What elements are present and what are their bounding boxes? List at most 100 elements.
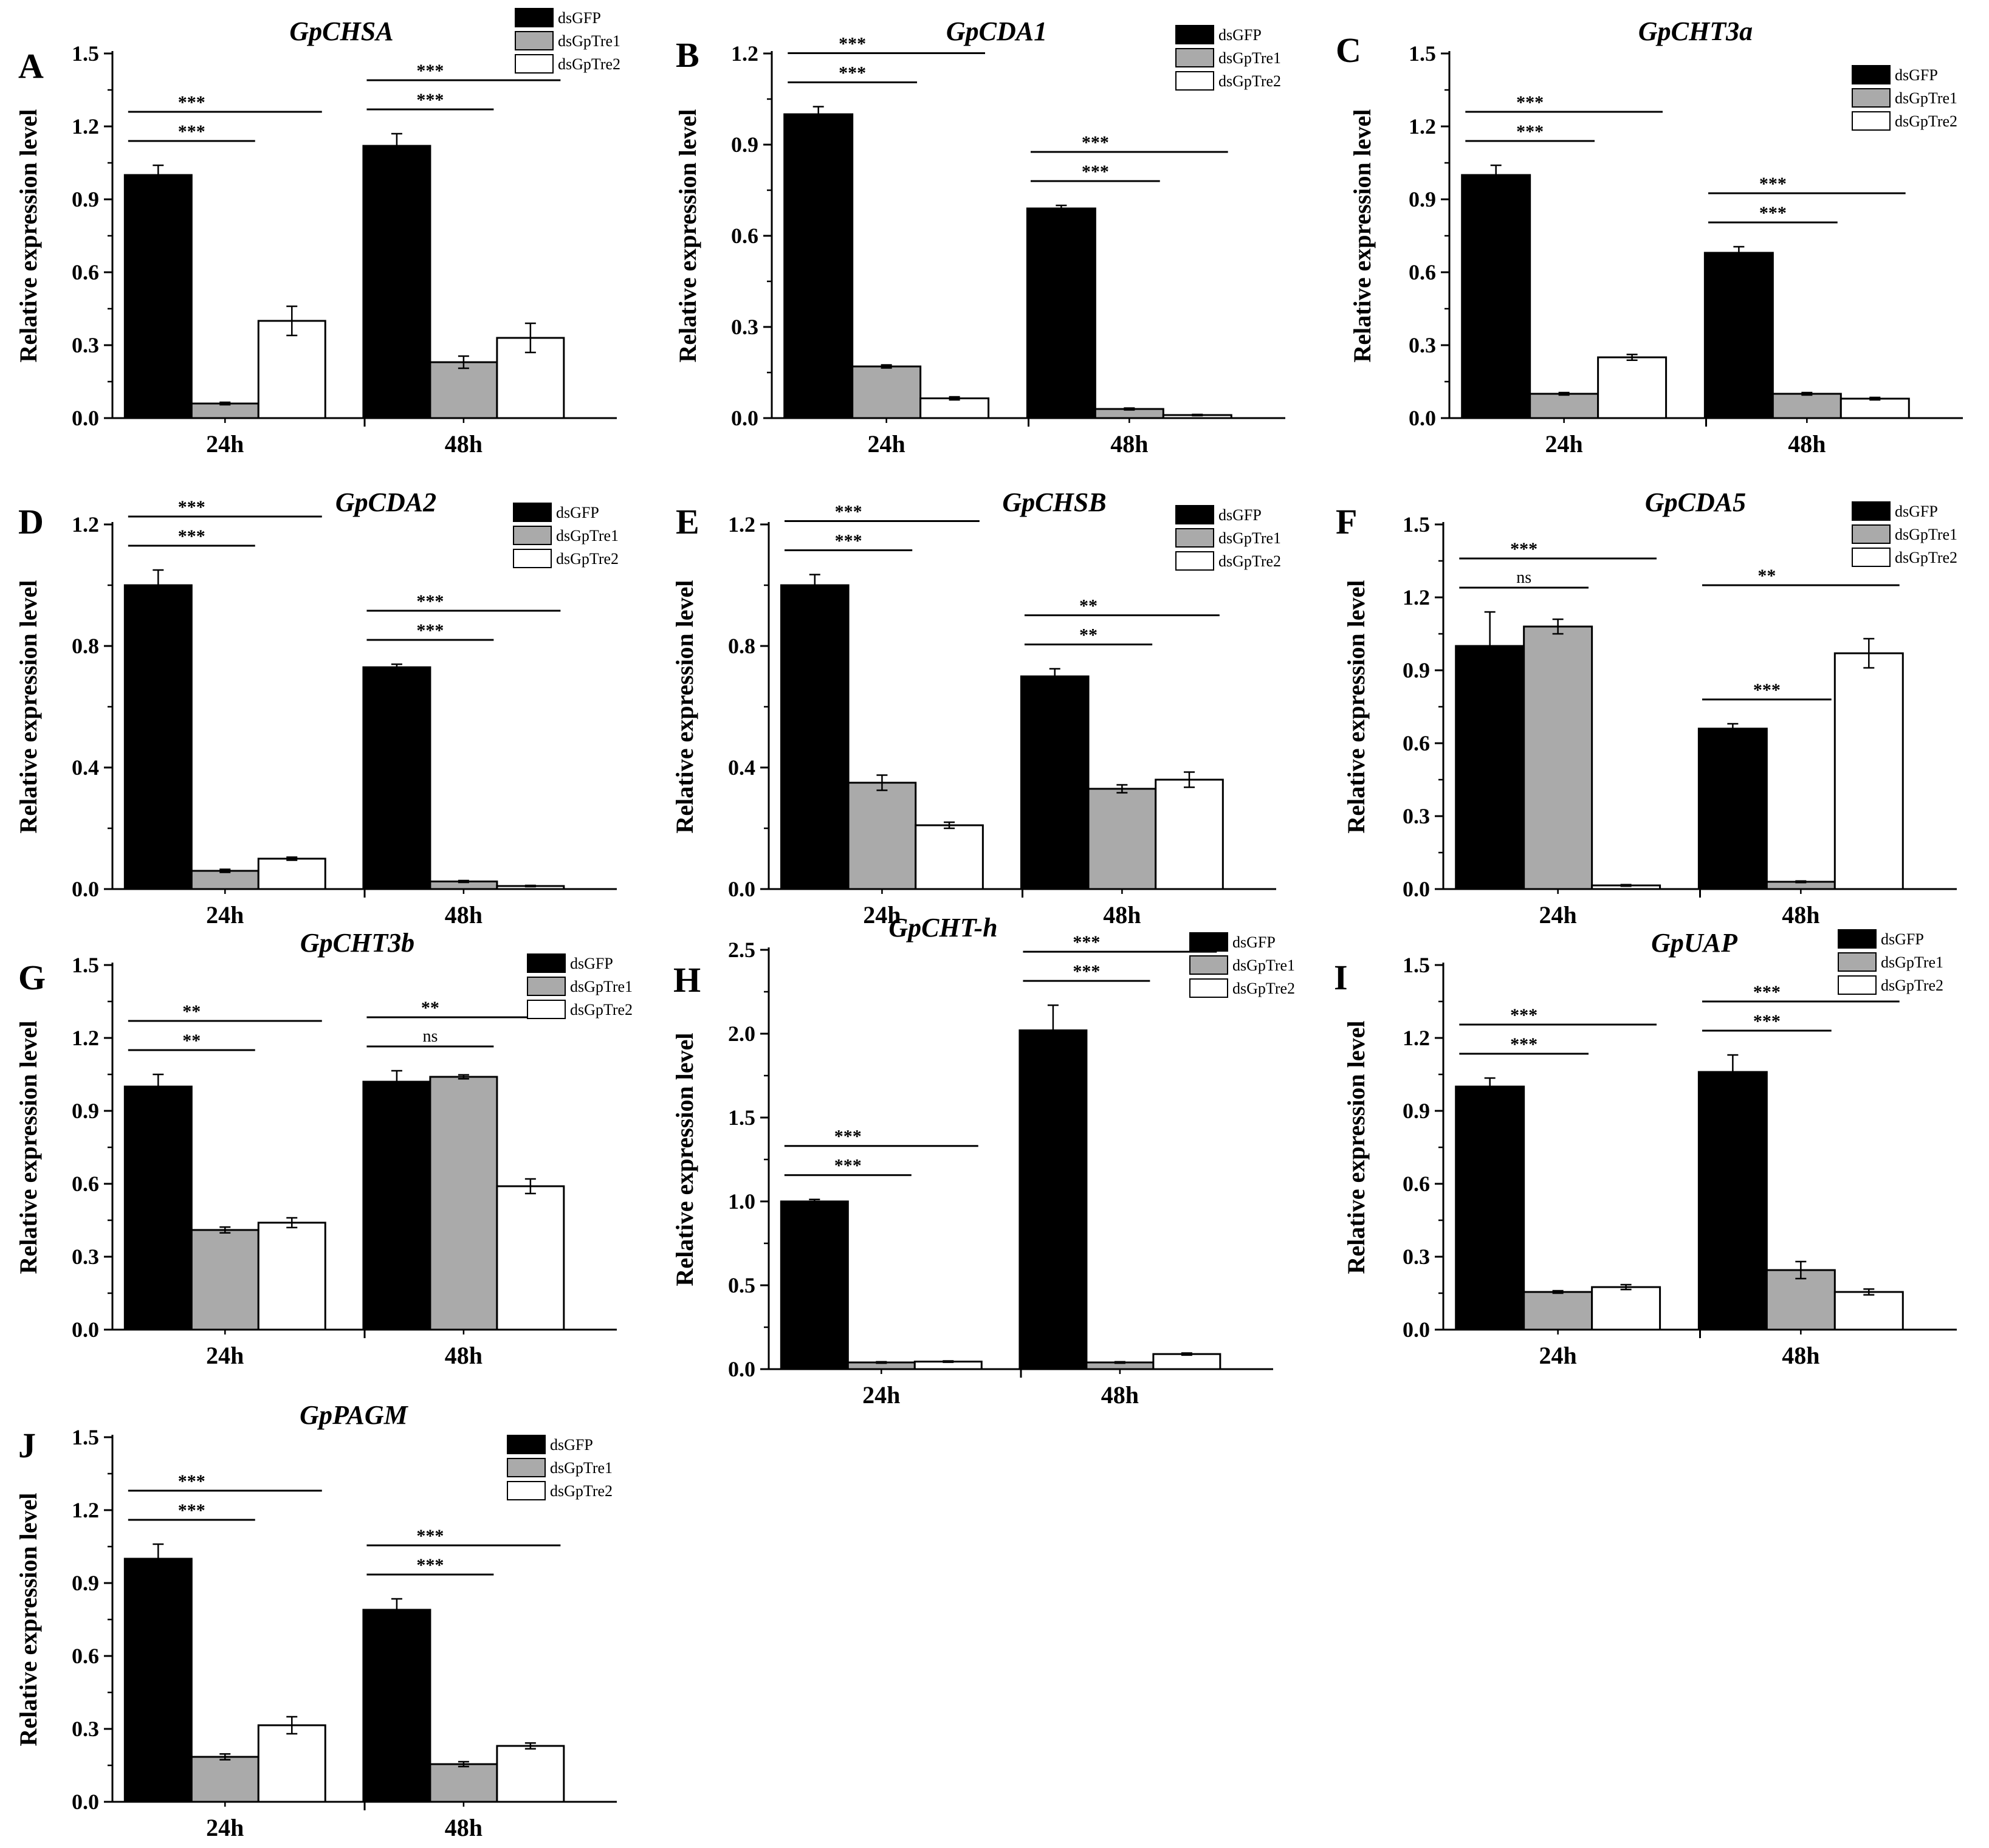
x-tick-label: 24h — [206, 1342, 244, 1369]
legend-label: dsGFP — [1895, 503, 1938, 520]
legend-label: dsGpTre2 — [1218, 72, 1281, 90]
chart-title: GpPAGM — [300, 1400, 409, 1430]
legend-swatch — [1175, 528, 1214, 548]
panel-letter: I — [1334, 958, 1348, 997]
bar-dsgptre1-24h — [190, 402, 259, 419]
legend-label: dsGFP — [1881, 930, 1924, 948]
legend-swatch — [1189, 932, 1228, 952]
y-tick-label: 0.0 — [728, 1357, 755, 1381]
x-tick-label: 24h — [206, 901, 244, 929]
x-tick-label: 24h — [868, 430, 905, 458]
significance-label: ** — [182, 1001, 201, 1022]
y-tick-label: 0.0 — [72, 1790, 99, 1814]
legend-label: dsGpTre1 — [1218, 529, 1281, 547]
y-tick-label: 0.0 — [1403, 877, 1430, 901]
significance-label: ** — [1079, 596, 1098, 616]
bar-dsgptre2-48h — [1152, 1353, 1221, 1370]
legend-label: dsGFP — [1218, 26, 1262, 44]
chart-panel-h: 0.0 0.5 1.0 1.5 2.0 2.5 24h 48h Relative express… — [671, 913, 1295, 1409]
legend-label: dsGpTre2 — [1881, 977, 1943, 994]
y-tick-label: 0.9 — [731, 132, 758, 157]
legend-swatch — [1175, 551, 1214, 571]
chart-title: GpCHT3b — [300, 928, 414, 958]
bar-dsgfp-48h — [1703, 252, 1774, 419]
legend-label: dsGpTre1 — [556, 527, 619, 544]
legend-swatch — [1838, 929, 1877, 949]
panel-letter: D — [18, 502, 44, 541]
legend-label: dsGpTre1 — [1895, 526, 1957, 543]
y-tick-label: 0.9 — [1403, 1099, 1430, 1123]
legend-swatch — [1175, 25, 1214, 44]
bar-dsgfp-24h — [1455, 1085, 1525, 1331]
legend-swatch — [513, 526, 552, 545]
legend-swatch — [1852, 111, 1891, 131]
y-tick-label: 0.4 — [72, 755, 99, 780]
y-tick-label: 1.0 — [728, 1189, 755, 1214]
legend-label: dsGFP — [550, 1436, 593, 1454]
bar-dsgptre2-48h — [1840, 397, 1910, 419]
significance-label: *** — [416, 90, 444, 110]
y-axis-label: Relative expression level — [1348, 109, 1376, 363]
legend-swatch — [1852, 548, 1891, 567]
y-tick-label: 1.5 — [728, 1105, 755, 1130]
significance-label: *** — [1510, 539, 1537, 559]
x-tick-label: 48h — [1110, 430, 1148, 458]
chart-panel-e: 0.0 0.4 0.8 1.2 24h 48h Relative expression le… — [671, 487, 1281, 929]
bar-dsgptre1-24h — [1523, 1291, 1593, 1331]
legend-label: dsGpTre2 — [1232, 980, 1295, 997]
legend-swatch — [513, 503, 552, 522]
legend-swatch — [515, 31, 554, 50]
significance-label: *** — [1082, 162, 1109, 182]
bar-dsgfp-24h — [123, 1085, 193, 1331]
legend-label: dsGpTre1 — [1895, 89, 1957, 107]
y-tick-label: 1.2 — [72, 512, 99, 537]
panel-letter: B — [676, 35, 699, 75]
significance-label: *** — [834, 1127, 862, 1147]
y-tick-label: 1.5 — [72, 953, 99, 977]
legend: dsGFP dsGpTre1 dsGpTre2 — [507, 1435, 613, 1500]
chart-title: GpCHSB — [1002, 487, 1106, 517]
bar-dsgptre1-24h — [1523, 625, 1593, 890]
y-axis-label: Relative expression level — [671, 580, 698, 834]
significance-label: *** — [178, 497, 205, 517]
legend-label: dsGFP — [556, 504, 599, 521]
y-tick-label: 0.3 — [72, 333, 99, 357]
significance-label: *** — [178, 526, 205, 546]
chart-title: GpCHT-h — [888, 913, 997, 943]
x-tick-label: 24h — [206, 430, 244, 458]
y-tick-label: 0.6 — [1403, 731, 1430, 755]
y-tick-label: 0.6 — [1403, 1172, 1430, 1196]
legend-label: dsGpTre2 — [1895, 549, 1957, 566]
chart-title: GpCDA2 — [335, 487, 436, 517]
panel-letter: H — [673, 960, 701, 1000]
y-tick-label: 1.2 — [72, 1498, 99, 1522]
legend-label: dsGFP — [1218, 506, 1262, 524]
bar-dsgfp-48h — [1026, 207, 1096, 419]
y-tick-label: 1.2 — [731, 41, 758, 66]
legend: dsGFP dsGpTre1 dsGpTre2 — [1175, 505, 1281, 571]
legend-swatch — [1175, 505, 1214, 524]
bar-dsgptre2-24h — [257, 1221, 326, 1331]
legend-swatch — [507, 1458, 546, 1477]
legend-swatch — [1852, 88, 1891, 108]
x-tick-label: 48h — [445, 901, 483, 929]
significance-label: ** — [1079, 625, 1098, 645]
bar-dsgptre1-24h — [847, 781, 917, 890]
bar-dsgptre2-24h — [915, 824, 984, 890]
significance-label: *** — [1753, 982, 1781, 1002]
y-tick-label: 1.2 — [1409, 114, 1436, 139]
x-tick-label: 48h — [445, 1342, 483, 1369]
significance-label: *** — [1753, 1011, 1781, 1031]
legend-label: dsGpTre1 — [1881, 953, 1943, 971]
chart-title: GpCDA5 — [1645, 487, 1746, 517]
x-tick-label: 24h — [863, 901, 901, 929]
legend: dsGFP dsGpTre1 dsGpTre2 — [1852, 65, 1957, 131]
legend-label: dsGFP — [1232, 933, 1276, 951]
y-tick-label: 0.3 — [1403, 1245, 1430, 1269]
chart-title: GpCHSA — [289, 16, 393, 46]
x-tick-label: 48h — [445, 1814, 483, 1841]
legend-swatch — [527, 953, 566, 973]
y-tick-label: 2.5 — [728, 938, 755, 962]
y-tick-label: 0.6 — [72, 260, 99, 284]
x-tick-label: 24h — [1545, 430, 1583, 458]
